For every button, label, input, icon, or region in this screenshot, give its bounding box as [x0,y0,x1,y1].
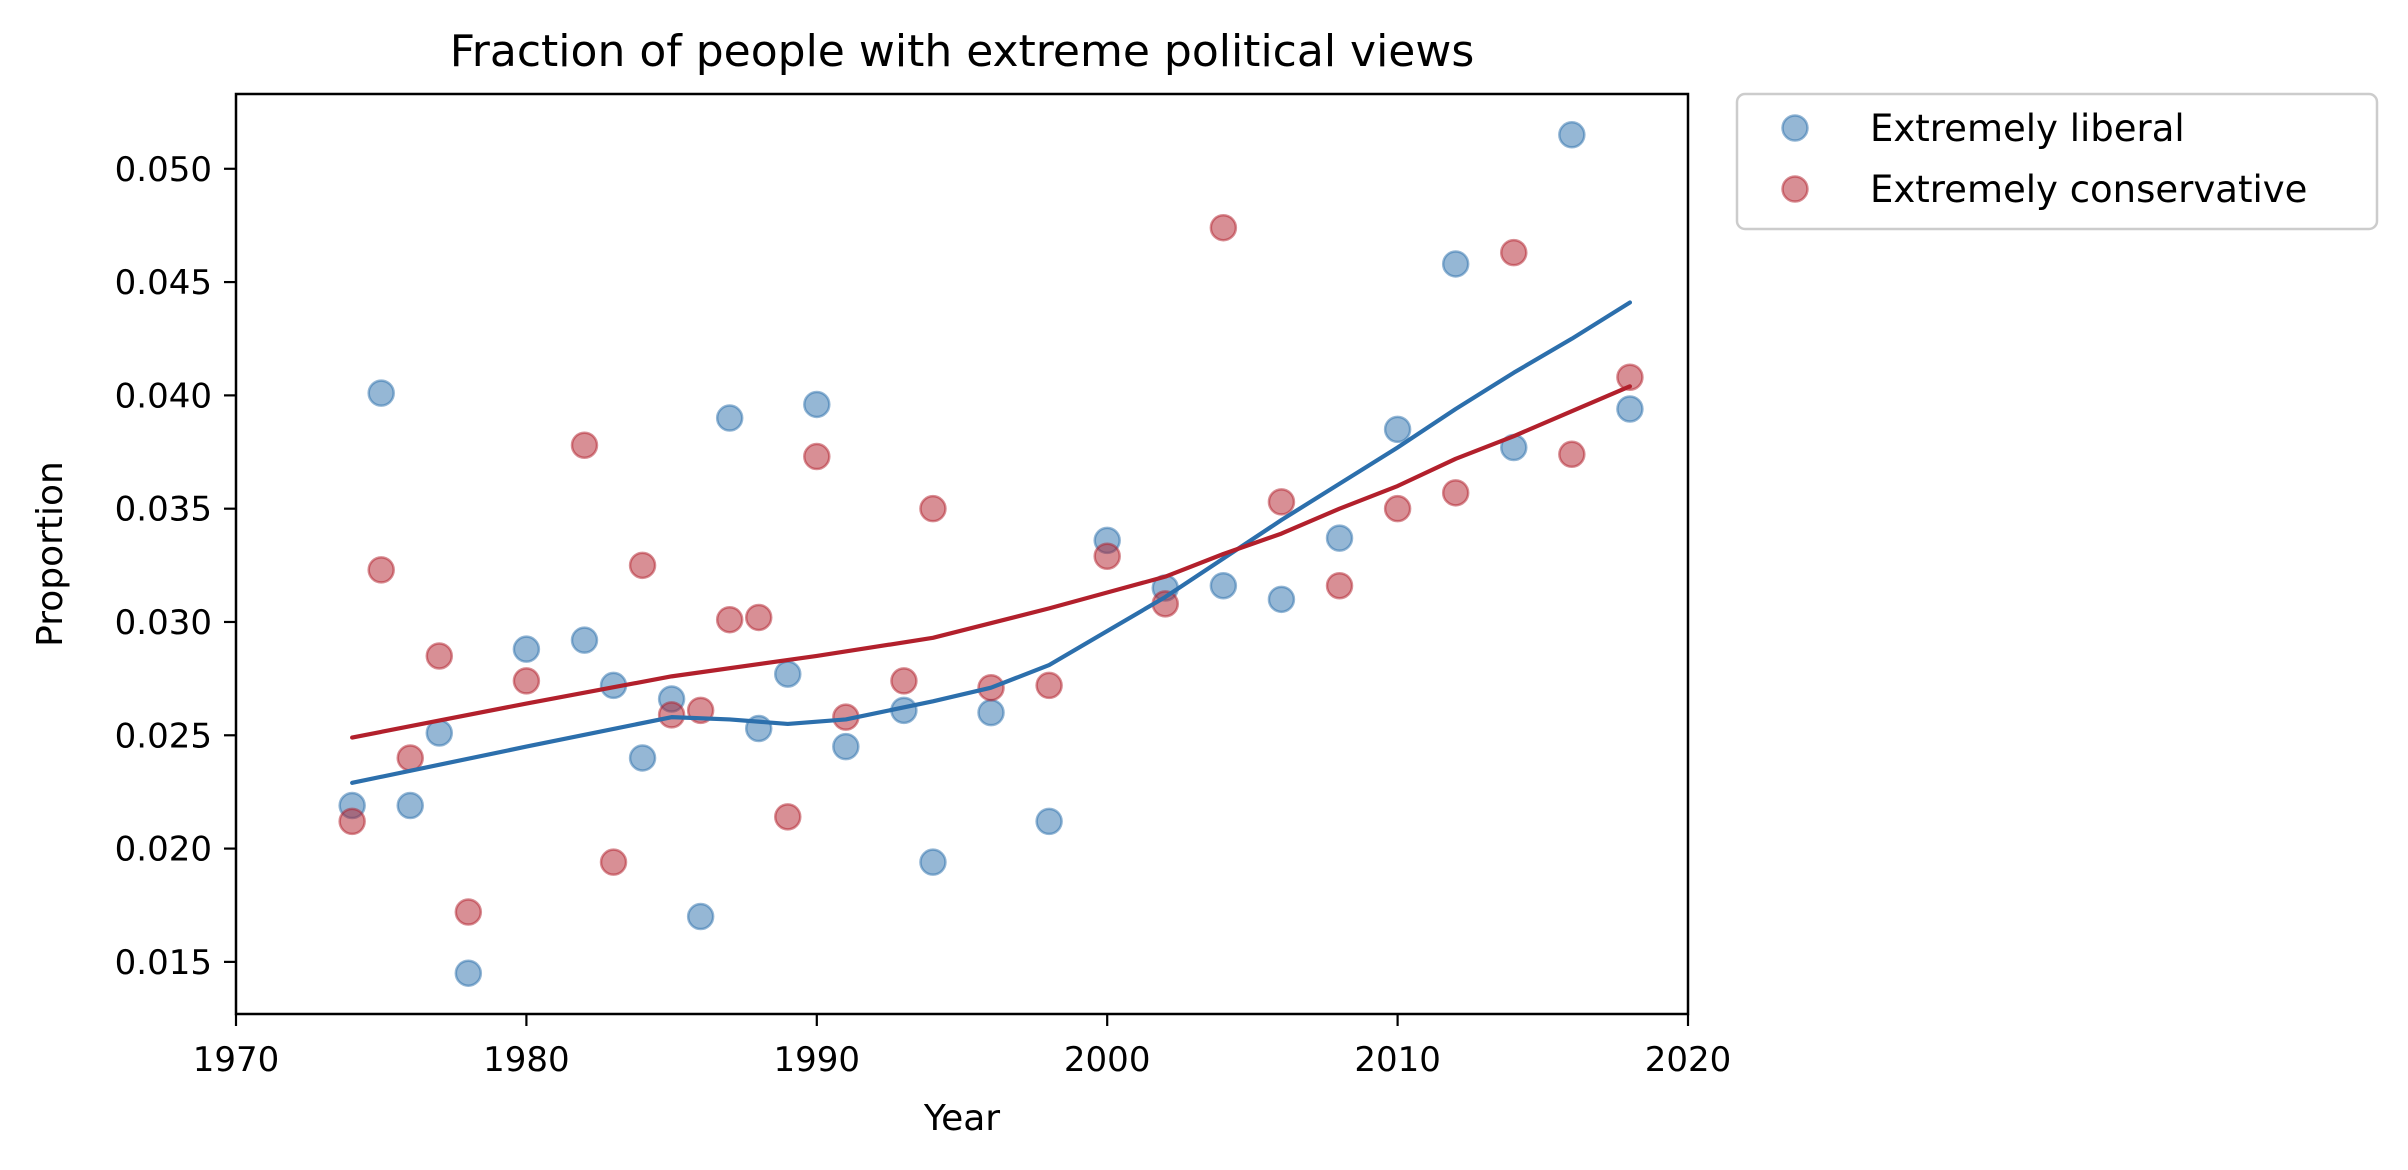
data-point-extremely-conservative [919,494,947,523]
data-point-extremely-conservative [890,667,918,695]
y-tick-label: 0.015 [115,943,212,983]
data-point-extremely-conservative [1500,238,1528,267]
data-point-extremely-conservative [396,744,424,772]
data-point-extremely-liberal [1267,585,1296,614]
data-point-extremely-conservative [454,898,483,926]
data-point-extremely-conservative [1209,213,1238,242]
data-point-extremely-liberal [803,390,831,419]
y-tick-label: 0.030 [115,603,212,643]
x-tick-label: 2020 [1645,1040,1732,1080]
data-point-extremely-conservative [774,803,802,831]
y-axis-label: Proportion [30,461,71,647]
data-point-extremely-conservative [1093,542,1121,571]
y-tick-label: 0.035 [115,490,212,530]
series-points-extremely-conservative [338,213,1644,926]
x-tick-label: 1970 [193,1040,280,1080]
legend-marker-extremely-conservative [1781,175,1809,203]
data-point-extremely-liberal [367,379,395,407]
y-axis: 0.015 0.020 0.025 0.030 0.035 0.040 0.045 0.050 [115,150,236,983]
series-points-extremely-liberal [338,121,1644,987]
data-point-extremely-liberal [396,791,424,820]
data-point-extremely-liberal [832,732,860,761]
data-point-extremely-conservative [744,603,773,632]
data-point-extremely-liberal [715,404,744,432]
data-point-extremely-conservative [1441,479,1470,507]
data-point-extremely-conservative [1616,363,1644,392]
data-point-extremely-liberal [1441,250,1470,278]
data-point-extremely-conservative [1325,571,1354,600]
x-tick-label: 2010 [1354,1040,1441,1080]
data-point-extremely-conservative [599,848,628,876]
chart-title: Fraction of people with extreme politica… [450,26,1475,77]
legend-label-extremely-conservative: Extremely conservative [1870,168,2307,211]
y-tick-label: 0.025 [115,716,212,756]
y-tick-label: 0.045 [115,263,212,303]
data-point-extremely-liberal [919,848,947,876]
legend: Extremely liberal Extremely conservative [1735,92,2379,231]
x-tick-label: 1980 [483,1040,570,1080]
data-point-extremely-conservative [570,431,599,459]
data-point-extremely-liberal [1558,121,1586,149]
data-point-extremely-conservative [1035,671,1063,700]
data-point-extremely-conservative [657,701,686,729]
data-point-extremely-conservative [338,807,366,836]
data-point-extremely-conservative [803,442,831,471]
data-point-extremely-conservative [425,642,454,670]
x-axis: 1970 1980 1990 2000 2010 2020 [193,1014,1732,1080]
data-point-extremely-conservative [1267,488,1296,516]
data-point-extremely-liberal [977,698,1005,727]
x-axis-label: Year [923,1098,1000,1139]
data-point-extremely-conservative [715,605,744,634]
y-tick-label: 0.020 [115,830,212,870]
data-point-extremely-liberal [628,744,657,772]
legend-label-extremely-liberal: Extremely liberal [1870,107,2185,150]
data-point-extremely-liberal [1325,524,1354,552]
x-tick-label: 2000 [1064,1040,1151,1080]
legend-marker-extremely-liberal [1781,114,1809,142]
data-point-extremely-conservative [1558,440,1586,469]
x-tick-label: 1990 [774,1040,861,1080]
data-point-extremely-liberal [512,635,541,663]
legend-frame [1735,92,2379,231]
data-point-extremely-liberal [774,660,802,688]
data-point-extremely-conservative [628,551,657,580]
y-tick-label: 0.050 [115,150,212,190]
data-point-extremely-liberal [1616,395,1644,423]
plot-area [338,121,1644,987]
data-point-extremely-conservative [512,667,541,695]
trend-line-extremely-conservative [350,384,1633,740]
data-point-extremely-conservative [367,556,395,584]
trend-line-extremely-liberal [350,300,1633,785]
data-point-extremely-liberal [454,959,483,987]
data-point-extremely-liberal [1383,415,1412,444]
data-point-extremely-liberal [1209,571,1238,600]
data-point-extremely-conservative [1383,494,1412,523]
data-point-extremely-liberal [1035,807,1063,836]
y-tick-label: 0.040 [115,376,212,416]
data-point-extremely-liberal [570,626,599,654]
plot-frame [234,92,1690,1016]
data-point-extremely-liberal [686,902,715,931]
